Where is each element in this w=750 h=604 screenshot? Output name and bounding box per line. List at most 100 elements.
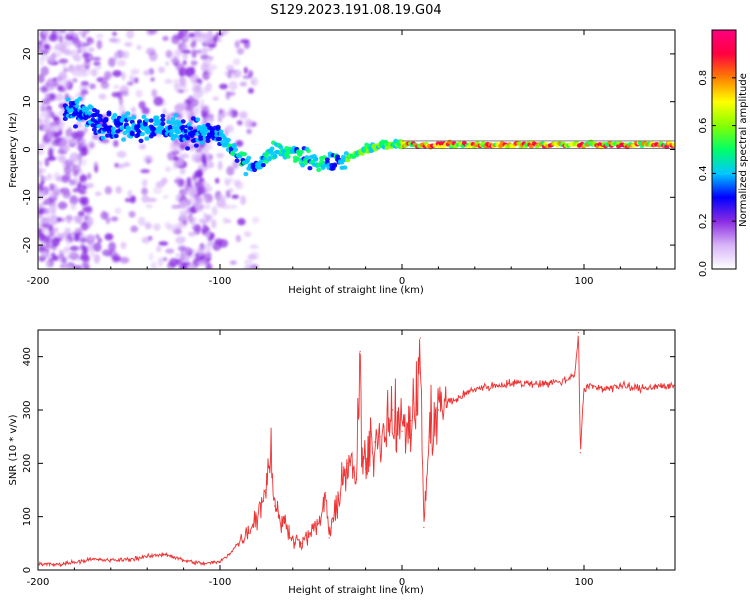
heatmap-noise-blob xyxy=(162,35,169,42)
heatmap-noise-blob xyxy=(86,243,95,252)
heatmap-ridge-point xyxy=(313,156,319,161)
snr-data-point xyxy=(415,409,418,411)
heatmap-noise-blob xyxy=(130,225,139,233)
heatmap-noise-blob xyxy=(41,30,50,34)
heatmap-noise-blob xyxy=(135,89,143,98)
heatmap-noise-blob xyxy=(41,223,50,229)
snr-data-point xyxy=(565,380,567,382)
heatmap-noise-blob xyxy=(138,143,146,150)
heatmap-noise-blob xyxy=(225,124,234,133)
heatmap-noise-blob xyxy=(116,150,127,158)
snr-data-point xyxy=(128,558,130,560)
heatmap-noise-blob xyxy=(141,107,150,115)
heatmap-ridge-point xyxy=(126,116,132,121)
heatmap-ridge-point xyxy=(205,138,211,144)
heatmap-noise-blob xyxy=(38,167,43,178)
heatmap-noise-blob xyxy=(41,251,46,257)
heatmap-noise-blob xyxy=(38,227,43,237)
heatmap-noise-blob xyxy=(112,31,118,37)
heatmap-ridge-point xyxy=(91,127,97,132)
heatmap-ridge-point xyxy=(198,136,204,142)
heatmap-noise-blob xyxy=(46,127,55,137)
snr-data-point xyxy=(146,556,148,558)
heatmap-noise-blob xyxy=(164,166,172,173)
heatmap-noise-blob xyxy=(171,204,181,209)
snr-data-point xyxy=(428,436,430,438)
heatmap-noise-blob xyxy=(148,252,154,261)
heatmap-noise-blob xyxy=(229,260,237,265)
snr-data-point xyxy=(277,516,279,518)
snr-x-axis-label: Height of straight line (km) xyxy=(288,585,424,596)
heatmap-noise-blob xyxy=(207,241,214,246)
heatmap-noise-blob xyxy=(60,121,66,126)
heatmap-noise-blob xyxy=(203,204,211,210)
heatmap-noise-blob xyxy=(45,235,52,245)
y-tick-label: 20 xyxy=(22,48,33,61)
heatmap-noise-blob xyxy=(244,264,251,269)
heatmap-noise-blob xyxy=(80,136,87,147)
heatmap-noise-blob xyxy=(151,88,158,98)
heatmap-noise-blob xyxy=(43,207,51,214)
heatmap-noise-blob xyxy=(95,234,100,239)
heatmap-ridge-point xyxy=(144,136,150,141)
heatmap-noise-blob xyxy=(191,153,202,163)
heatmap-noise-blob xyxy=(70,202,77,211)
heatmap-noise-blob xyxy=(157,256,164,267)
heatmap-noise-blob xyxy=(85,182,94,189)
heatmap-noise-blob xyxy=(38,146,45,156)
heatmap-noise-blob xyxy=(40,104,46,112)
heatmap-noise-blob xyxy=(73,177,78,185)
heatmap-ridge-point xyxy=(185,146,191,151)
heatmap-noise-blob xyxy=(100,211,108,220)
heatmap-noise-blob xyxy=(198,177,205,183)
snr-x-ticks: -200 -100 0 100 xyxy=(27,330,658,588)
snr-data-point xyxy=(164,553,166,555)
heatmap-noise-blob xyxy=(62,190,71,199)
heatmap-noise-blob xyxy=(97,237,103,244)
heatmap-noise-blob xyxy=(58,30,67,34)
heatmap-noise-blob xyxy=(130,106,137,113)
heatmap-noise-blob xyxy=(141,187,148,196)
heatmap-noise-blob xyxy=(58,71,66,77)
heatmap-ridge-point xyxy=(103,116,109,122)
heatmap-noise-blob xyxy=(193,179,202,187)
heatmap-noise-blob xyxy=(73,55,82,62)
heatmap-noise-blob xyxy=(187,189,198,197)
heatmap-noise-blob xyxy=(192,81,200,92)
heatmap-noise-blob xyxy=(243,231,252,238)
heatmap-noise-blob xyxy=(87,172,92,180)
y-tick-label: 200 xyxy=(22,454,33,473)
heatmap-noise-blob xyxy=(158,241,169,246)
heatmap-ridge-point xyxy=(185,135,191,141)
colorbar-tick-label: 0.4 xyxy=(698,165,709,181)
heatmap-noise-blob xyxy=(252,216,260,224)
heatmap-noise-blob xyxy=(55,124,65,131)
heatmap-noise-blob xyxy=(82,157,87,167)
heatmap-noise-blob xyxy=(148,30,158,35)
heatmap-noise-blob xyxy=(42,124,48,133)
heatmap-ridge-point xyxy=(113,133,119,139)
heatmap-noise-blob xyxy=(174,83,182,93)
y-tick-label: 300 xyxy=(22,400,33,419)
heatmap-noise-blob xyxy=(51,237,60,247)
heatmap-noise-blob xyxy=(164,78,173,84)
heatmap-noise-blob xyxy=(113,52,118,61)
heatmap-noise-blob xyxy=(162,108,167,116)
snr-data-point xyxy=(374,441,376,443)
heatmap-noise-blob xyxy=(45,262,52,269)
heatmap-noise-blob xyxy=(38,73,45,84)
heatmap-noise-blob xyxy=(81,42,90,47)
heatmap-noise-blob xyxy=(200,53,209,61)
snr-data-point xyxy=(592,385,594,387)
heatmap-ridge-point xyxy=(217,136,223,141)
heatmap-noise-blob xyxy=(195,202,200,212)
heatmap-noise-blob xyxy=(43,43,50,50)
heatmap-ridge-point xyxy=(664,144,670,150)
heatmap-noise-blob xyxy=(103,71,112,80)
heatmap-ridge-point xyxy=(72,124,78,129)
heatmap-ridge-point xyxy=(148,118,154,123)
heatmap-noise-blob xyxy=(185,66,196,71)
heatmap-noise-blob xyxy=(205,215,212,223)
